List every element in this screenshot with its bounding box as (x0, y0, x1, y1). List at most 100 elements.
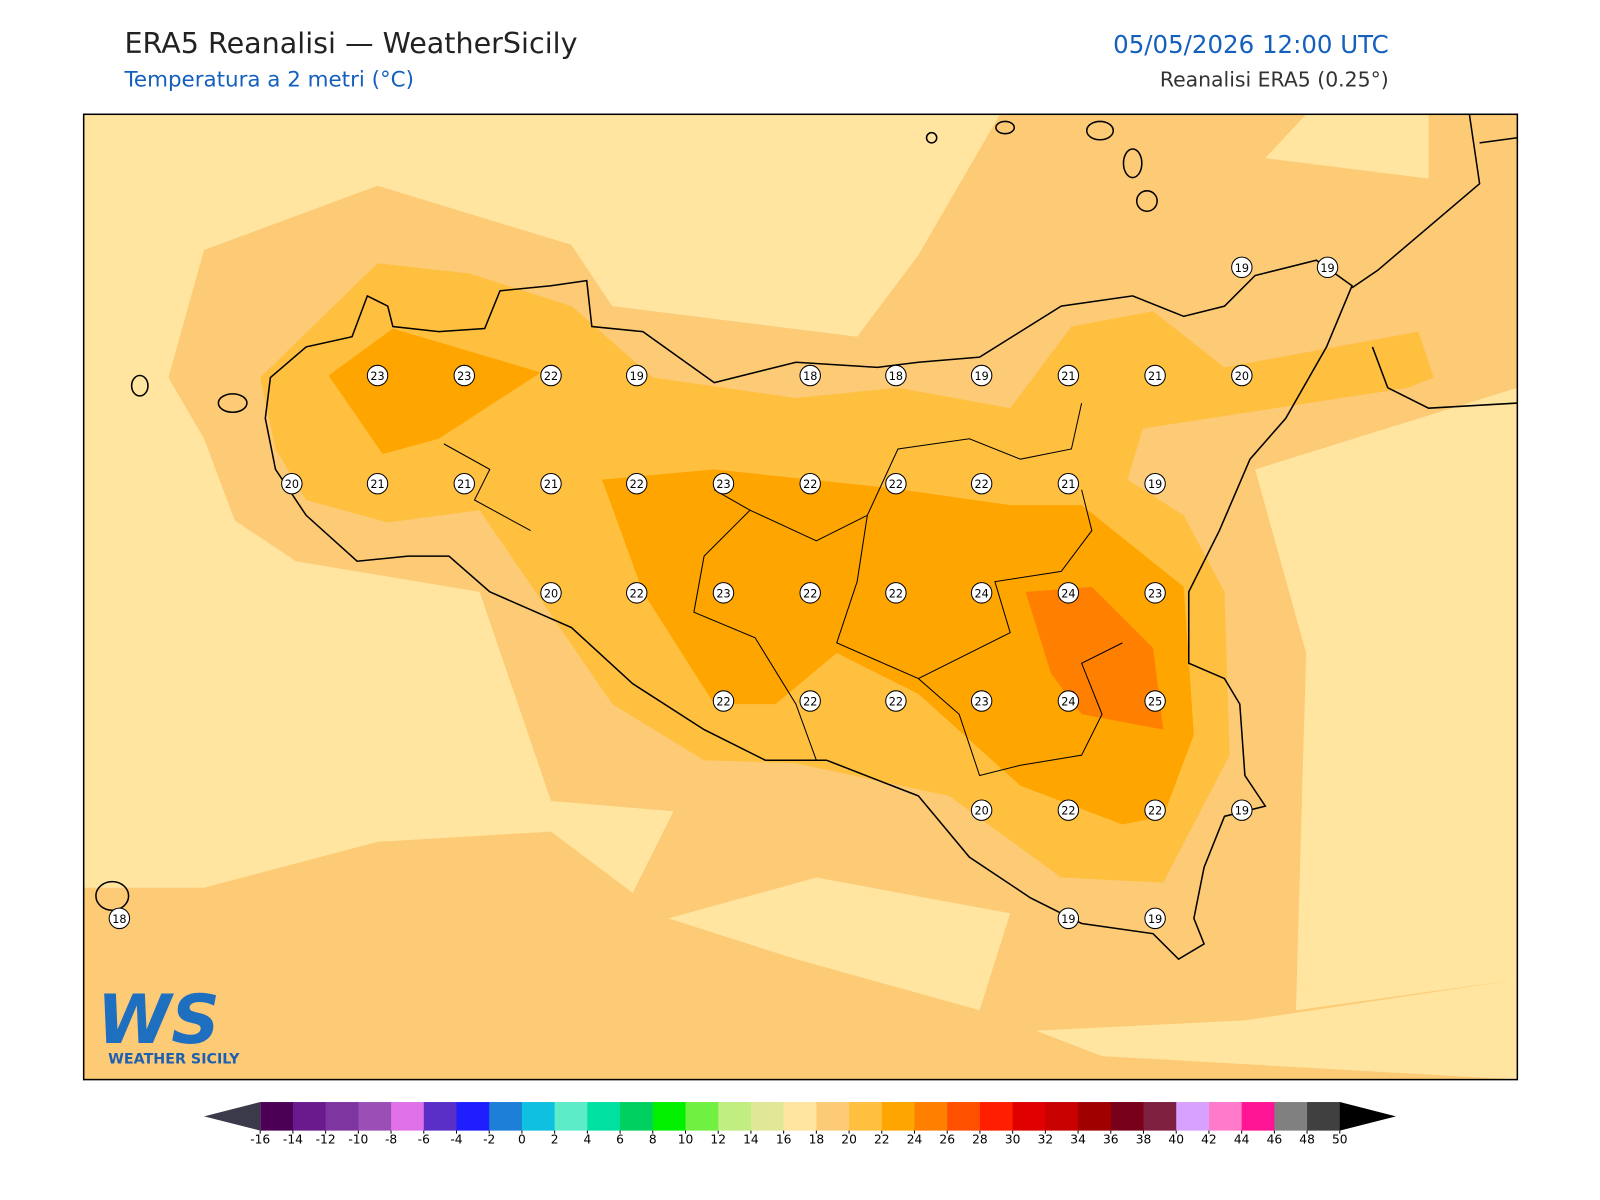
station-value: 21 (1061, 370, 1075, 383)
colorbar-tick-label: 44 (1234, 1132, 1250, 1146)
colorbar-segment (554, 1102, 588, 1131)
colorbar-segment (1012, 1102, 1046, 1131)
colorbar-tick-label: -12 (316, 1132, 336, 1146)
station-value: 20 (285, 478, 299, 491)
station-value: 18 (803, 370, 817, 383)
colorbar-segment (391, 1102, 425, 1131)
subtitle: Temperatura a 2 metri (°C) (123, 68, 413, 93)
colorbar-segment (718, 1102, 752, 1131)
colorbar-segment (521, 1102, 556, 1131)
station-value: 22 (803, 587, 817, 600)
colorbar-segment (979, 1102, 1014, 1131)
colorbar-segment (849, 1102, 883, 1131)
colorbar-tick-label: 34 (1070, 1132, 1086, 1146)
station-marker (970, 690, 993, 712)
station-value: 22 (630, 587, 644, 600)
station-marker (1144, 582, 1166, 604)
colorbar-segment (1176, 1102, 1210, 1131)
station-value: 25 (1148, 696, 1162, 709)
colorbar-tick-label: 6 (616, 1132, 624, 1146)
colorbar-under (204, 1102, 261, 1131)
colorbar-segment (456, 1102, 490, 1131)
station-value: 22 (889, 478, 903, 491)
colorbar-segment (620, 1102, 654, 1131)
station-value: 23 (457, 370, 471, 383)
datetime: 05/05/2026 12:00 UTC (1113, 30, 1389, 59)
station-value: 18 (112, 913, 126, 926)
colorbar: -16 -14 -12 -10 -8 -6 -4 -2 0 2 4 6 8 10 12 14 16 18 20 22 2… (204, 1102, 1396, 1146)
colorbar-segment (1045, 1102, 1079, 1131)
colorbar-segment (881, 1102, 916, 1131)
colorbar-tick-label: 14 (743, 1132, 759, 1146)
station-marker (540, 582, 562, 604)
colorbar-tick-label: 10 (678, 1132, 694, 1146)
station-marker (970, 364, 993, 387)
station-value: 19 (1148, 913, 1162, 926)
station-value: 19 (1148, 478, 1162, 491)
colorbar-tick-label: 24 (907, 1132, 923, 1146)
colorbar-tick-label: 2 (551, 1132, 559, 1146)
colorbar-segment (423, 1102, 458, 1131)
station-marker (885, 364, 907, 387)
colorbar-segment (325, 1102, 359, 1131)
station-value: 19 (974, 370, 988, 383)
station-value: 24 (1061, 587, 1075, 600)
station-marker (885, 582, 907, 604)
colorbar-tick-label: 12 (710, 1132, 726, 1146)
station-marker (970, 582, 993, 604)
station-marker (453, 364, 475, 387)
colorbar-tick-label: -16 (250, 1132, 270, 1146)
station-value: 21 (1061, 478, 1075, 491)
station-marker (1057, 472, 1080, 495)
station-marker (970, 472, 993, 495)
station-marker (540, 364, 562, 387)
station-value: 24 (974, 587, 988, 600)
station-marker (1144, 364, 1166, 387)
colorbar-segment (1110, 1102, 1145, 1131)
station-value: 21 (457, 478, 471, 491)
station-value: 22 (974, 478, 988, 491)
station-marker (799, 472, 821, 495)
station-marker (626, 582, 648, 604)
colorbar-tick-label: 0 (518, 1132, 526, 1146)
colorbar-tick-label: -4 (450, 1132, 462, 1146)
station-marker (1057, 364, 1080, 387)
station-marker (1231, 799, 1253, 821)
station-value: 22 (803, 478, 817, 491)
colorbar-tick-label: 8 (649, 1132, 657, 1146)
station-value: 19 (1235, 262, 1249, 275)
colorbar-tick-label: -6 (418, 1132, 430, 1146)
colorbar-segment (1274, 1102, 1308, 1131)
colorbar-tick-label: -10 (348, 1132, 368, 1146)
station-marker (1144, 690, 1166, 712)
colorbar-segment (1208, 1102, 1243, 1131)
colorbar-segment (489, 1102, 523, 1131)
colorbar-segment (587, 1102, 621, 1131)
colorbar-tick-label: 46 (1267, 1132, 1283, 1146)
station-value: 19 (1061, 913, 1075, 926)
station-value: 23 (370, 370, 384, 383)
logo-name: WEATHER SICILY (108, 1051, 240, 1067)
station-value: 22 (1148, 805, 1162, 818)
stations: 19 19 23 23 22 19 18 18 19 21 21 20 20 21 21 21 22 23 22 22… (108, 256, 1339, 930)
station-marker (1057, 799, 1080, 821)
station-value: 22 (889, 696, 903, 709)
station-marker (1057, 907, 1080, 930)
title: ERA5 Reanalisi — WeatherSicily (124, 26, 577, 60)
station-marker (1144, 472, 1166, 495)
logo-initials: WS (97, 980, 220, 1059)
colorbar-tick-label: 40 (1168, 1132, 1184, 1146)
station-marker (1231, 256, 1253, 279)
station-value: 22 (1061, 805, 1075, 818)
colorbar-segment (685, 1102, 719, 1131)
colorbar-segment (914, 1102, 948, 1131)
station-marker (108, 907, 131, 930)
station-value: 23 (1148, 587, 1162, 600)
colorbar-over (1339, 1102, 1396, 1131)
colorbar-segment (260, 1102, 294, 1131)
station-value: 22 (716, 696, 730, 709)
colorbar-tick-label: 42 (1201, 1132, 1217, 1146)
station-marker (970, 799, 993, 821)
colorbar-tick-label: 28 (972, 1132, 988, 1146)
